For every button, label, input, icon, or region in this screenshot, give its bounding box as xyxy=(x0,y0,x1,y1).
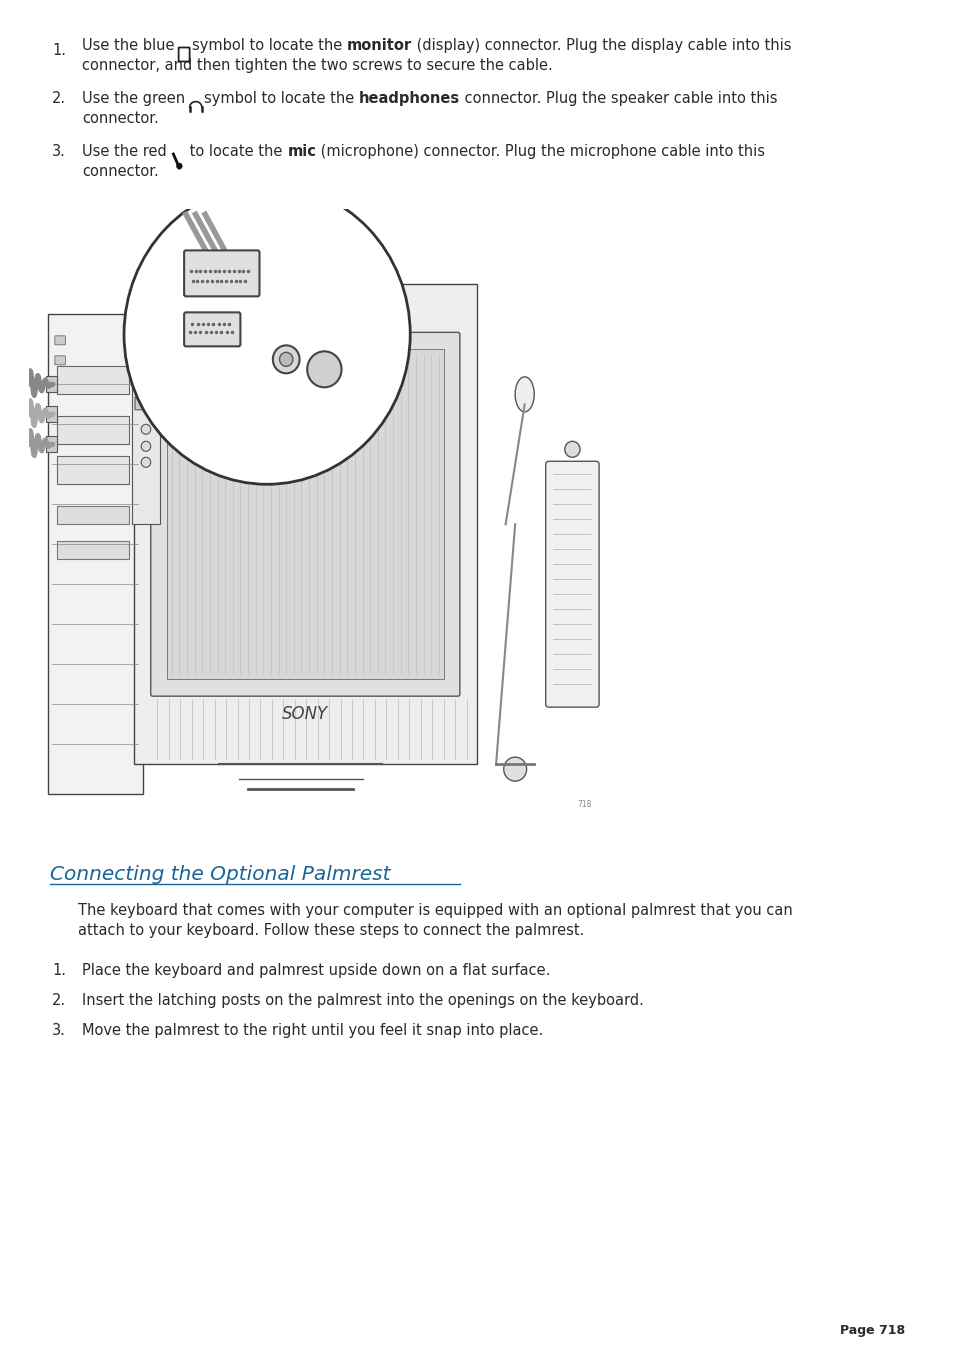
Text: Connecting the Optional Palmrest: Connecting the Optional Palmrest xyxy=(50,865,390,884)
Circle shape xyxy=(176,163,182,169)
Text: 1.: 1. xyxy=(52,963,66,978)
Circle shape xyxy=(503,757,526,781)
FancyBboxPatch shape xyxy=(46,377,57,392)
FancyBboxPatch shape xyxy=(55,336,65,345)
FancyBboxPatch shape xyxy=(184,250,259,296)
Text: symbol to locate the: symbol to locate the xyxy=(204,91,358,105)
Text: to locate the: to locate the xyxy=(185,145,287,159)
Circle shape xyxy=(141,442,151,451)
Text: symbol to locate the: symbol to locate the xyxy=(192,38,347,53)
FancyBboxPatch shape xyxy=(184,312,240,346)
Text: 1.: 1. xyxy=(52,43,66,58)
Circle shape xyxy=(124,185,410,484)
Text: 718: 718 xyxy=(577,800,591,809)
Text: 3.: 3. xyxy=(52,145,66,159)
Text: monitor: monitor xyxy=(347,38,412,53)
Circle shape xyxy=(141,457,151,467)
FancyBboxPatch shape xyxy=(135,397,157,409)
Text: 2.: 2. xyxy=(52,993,66,1008)
Text: Use the red: Use the red xyxy=(82,145,172,159)
Text: connector. Plug the speaker cable into this: connector. Plug the speaker cable into t… xyxy=(459,91,777,105)
Text: mic: mic xyxy=(287,145,315,159)
Text: Use the green: Use the green xyxy=(82,91,190,105)
FancyBboxPatch shape xyxy=(57,457,129,484)
Text: Page 718: Page 718 xyxy=(840,1324,904,1337)
Ellipse shape xyxy=(515,377,534,412)
Text: Move the palmrest to the right until you feel it snap into place.: Move the palmrest to the right until you… xyxy=(82,1023,542,1038)
FancyBboxPatch shape xyxy=(135,370,157,385)
Circle shape xyxy=(141,424,151,434)
FancyBboxPatch shape xyxy=(57,366,129,394)
Text: The keyboard that comes with your computer is equipped with an optional palmrest: The keyboard that comes with your comput… xyxy=(78,902,792,917)
Circle shape xyxy=(273,346,299,373)
Text: Place the keyboard and palmrest upside down on a flat surface.: Place the keyboard and palmrest upside d… xyxy=(82,963,550,978)
FancyBboxPatch shape xyxy=(57,416,129,444)
FancyBboxPatch shape xyxy=(132,324,160,524)
Text: Use the blue: Use the blue xyxy=(82,38,179,53)
Text: Insert the latching posts on the palmrest into the openings on the keyboard.: Insert the latching posts on the palmres… xyxy=(82,993,643,1008)
FancyBboxPatch shape xyxy=(48,315,143,794)
FancyBboxPatch shape xyxy=(57,507,129,524)
Circle shape xyxy=(307,351,341,388)
Circle shape xyxy=(279,353,293,366)
Text: (display) connector. Plug the display cable into this: (display) connector. Plug the display ca… xyxy=(412,38,791,53)
Text: connector.: connector. xyxy=(82,111,158,126)
Text: connector.: connector. xyxy=(82,163,158,178)
Circle shape xyxy=(564,442,579,457)
FancyBboxPatch shape xyxy=(167,350,443,680)
Text: SONY: SONY xyxy=(282,705,328,723)
FancyBboxPatch shape xyxy=(545,461,598,707)
Text: attach to your keyboard. Follow these steps to connect the palmrest.: attach to your keyboard. Follow these st… xyxy=(78,923,584,938)
Text: 2.: 2. xyxy=(52,91,66,105)
FancyBboxPatch shape xyxy=(55,355,65,365)
Text: headphones: headphones xyxy=(358,91,459,105)
FancyBboxPatch shape xyxy=(46,436,57,453)
Text: connector, and then tighten the two screws to secure the cable.: connector, and then tighten the two scre… xyxy=(82,58,552,73)
FancyBboxPatch shape xyxy=(57,542,129,559)
FancyBboxPatch shape xyxy=(151,332,459,696)
FancyBboxPatch shape xyxy=(46,407,57,423)
FancyBboxPatch shape xyxy=(178,47,190,62)
FancyBboxPatch shape xyxy=(133,284,476,765)
Text: (microphone) connector. Plug the microphone cable into this: (microphone) connector. Plug the microph… xyxy=(315,145,764,159)
Text: 3.: 3. xyxy=(52,1023,66,1038)
